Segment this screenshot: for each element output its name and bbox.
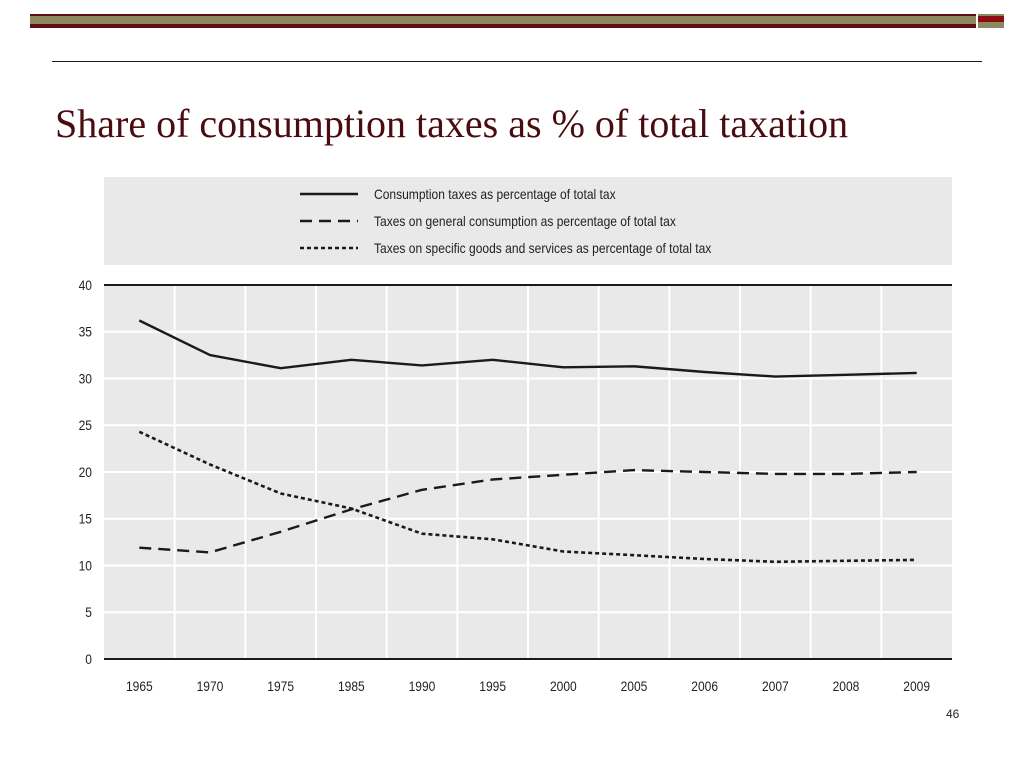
y-tick-label: 20 xyxy=(79,464,92,480)
title-rule xyxy=(52,61,982,62)
y-tick-label: 5 xyxy=(85,604,92,620)
slide-title: Share of consumption taxes as % of total… xyxy=(55,101,849,146)
y-tick-label: 10 xyxy=(79,558,92,574)
top-decoration-stripe xyxy=(30,16,976,24)
y-tick-label: 35 xyxy=(79,324,92,340)
legend-label: Taxes on specific goods and services as … xyxy=(374,240,712,256)
x-tick-label: 1965 xyxy=(126,678,153,694)
legend-label: Consumption taxes as percentage of total… xyxy=(374,186,616,202)
y-tick-label: 30 xyxy=(79,371,92,387)
x-tick-label: 1970 xyxy=(197,678,224,694)
legend-swatch-dotted xyxy=(300,246,358,250)
legend-swatch-solid xyxy=(300,192,358,196)
series-line-specific-goods xyxy=(138,430,917,564)
x-tick-label: 2008 xyxy=(833,678,860,694)
top-decoration-bar xyxy=(30,14,976,28)
x-tick-label: 2007 xyxy=(762,678,789,694)
y-tick-label: 15 xyxy=(79,511,92,527)
x-tick-label: 1995 xyxy=(479,678,506,694)
x-tick-label: 1990 xyxy=(409,678,436,694)
corner-decoration-block xyxy=(978,14,1004,28)
y-tick-label: 0 xyxy=(85,651,92,667)
chart-legend: Consumption taxes as percentage of total… xyxy=(104,177,952,265)
x-tick-label: 2009 xyxy=(903,678,930,694)
corner-decoration-accent xyxy=(978,16,1004,22)
legend-item-consumption: Consumption taxes as percentage of total… xyxy=(300,184,655,204)
x-tick-label: 2006 xyxy=(691,678,718,694)
legend-item-specific: Taxes on specific goods and services as … xyxy=(300,238,766,258)
legend-label: Taxes on general consumption as percenta… xyxy=(374,213,676,229)
legend-swatch-dashed xyxy=(300,219,358,223)
x-tick-label: 1975 xyxy=(267,678,294,694)
series-line-consumption-taxes xyxy=(138,319,917,378)
page-number: 46 xyxy=(946,707,960,721)
x-tick-label: 2000 xyxy=(550,678,577,694)
y-tick-label: 25 xyxy=(79,417,92,433)
x-tick-label: 1985 xyxy=(338,678,365,694)
y-tick-label: 40 xyxy=(79,277,92,293)
x-tick-label: 2005 xyxy=(621,678,648,694)
legend-item-general: Taxes on general consumption as percenta… xyxy=(300,211,725,231)
